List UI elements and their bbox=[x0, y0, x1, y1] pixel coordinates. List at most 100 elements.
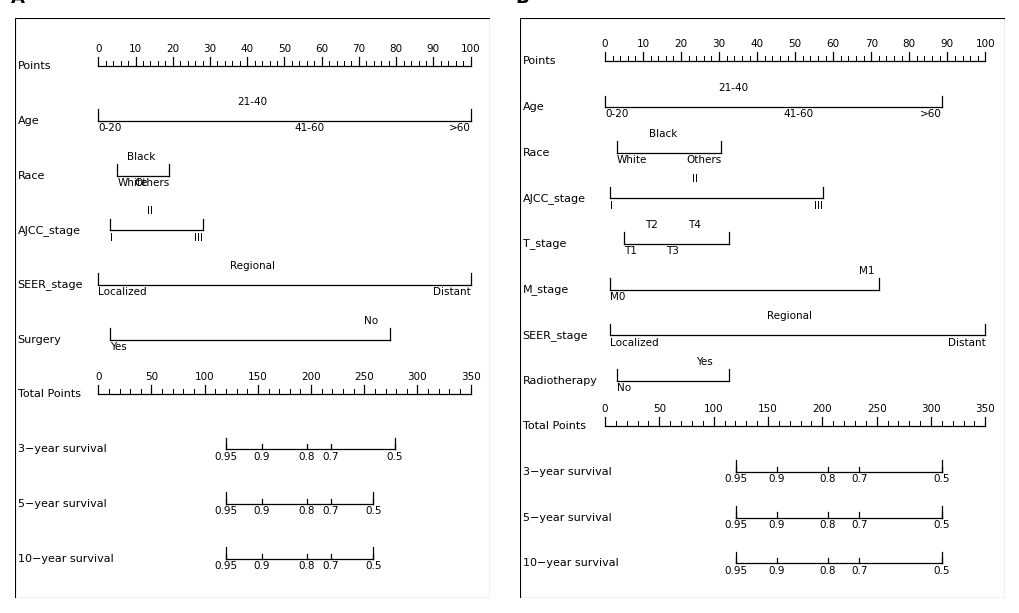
Text: No: No bbox=[616, 383, 631, 393]
Text: Age: Age bbox=[17, 116, 40, 126]
Text: 0.95: 0.95 bbox=[215, 452, 237, 462]
Text: Total Points: Total Points bbox=[17, 389, 81, 400]
Text: Localized: Localized bbox=[609, 338, 658, 348]
Text: AJCC_stage: AJCC_stage bbox=[522, 193, 585, 204]
Text: 250: 250 bbox=[354, 372, 374, 383]
Text: Yes: Yes bbox=[110, 342, 126, 352]
Text: 350: 350 bbox=[461, 372, 480, 383]
Text: 90: 90 bbox=[940, 39, 953, 49]
Text: 0: 0 bbox=[95, 372, 102, 383]
Text: 0.8: 0.8 bbox=[299, 452, 315, 462]
Text: 50: 50 bbox=[788, 39, 801, 49]
Text: 0-20: 0-20 bbox=[604, 109, 628, 120]
Text: 0.5: 0.5 bbox=[365, 561, 381, 571]
Text: 30: 30 bbox=[712, 39, 725, 49]
Text: Distant: Distant bbox=[432, 287, 470, 297]
Text: II: II bbox=[691, 175, 697, 185]
Text: 0.7: 0.7 bbox=[850, 474, 867, 484]
Text: I: I bbox=[609, 200, 612, 211]
Text: Points: Points bbox=[522, 56, 555, 66]
Text: 0.5: 0.5 bbox=[932, 474, 949, 484]
Text: Regional: Regional bbox=[766, 311, 811, 321]
Text: No: No bbox=[364, 316, 378, 326]
Text: 100: 100 bbox=[703, 404, 722, 414]
Text: 0.95: 0.95 bbox=[215, 561, 237, 571]
Text: II: II bbox=[148, 207, 153, 216]
Text: Localized: Localized bbox=[98, 287, 147, 297]
Text: 0.9: 0.9 bbox=[768, 474, 785, 484]
Text: 70: 70 bbox=[864, 39, 877, 49]
Text: 0.7: 0.7 bbox=[850, 520, 867, 530]
Text: 0.7: 0.7 bbox=[322, 561, 338, 571]
Text: 20: 20 bbox=[166, 44, 179, 54]
Text: >60: >60 bbox=[448, 123, 470, 133]
Text: T1: T1 bbox=[624, 246, 637, 256]
Text: 10−year survival: 10−year survival bbox=[17, 554, 113, 564]
Text: Distant: Distant bbox=[947, 338, 984, 348]
Text: 0.9: 0.9 bbox=[254, 506, 270, 516]
Text: M_stage: M_stage bbox=[522, 284, 569, 295]
Text: White: White bbox=[616, 155, 647, 165]
Text: AJCC_stage: AJCC_stage bbox=[17, 225, 81, 236]
Text: 70: 70 bbox=[352, 44, 365, 54]
Text: 40: 40 bbox=[750, 39, 763, 49]
Text: 50: 50 bbox=[145, 372, 158, 383]
Text: Yes: Yes bbox=[695, 357, 712, 367]
Text: 0: 0 bbox=[601, 39, 607, 49]
Text: SEER_stage: SEER_stage bbox=[522, 330, 588, 341]
Text: I: I bbox=[110, 232, 113, 243]
Text: 0.7: 0.7 bbox=[322, 506, 338, 516]
Text: 21-40: 21-40 bbox=[717, 83, 748, 93]
Text: 0.7: 0.7 bbox=[850, 566, 867, 576]
Text: 0.95: 0.95 bbox=[723, 474, 747, 484]
Text: 0: 0 bbox=[95, 44, 102, 54]
Text: Race: Race bbox=[17, 170, 45, 180]
Text: 10−year survival: 10−year survival bbox=[522, 558, 618, 568]
Text: 60: 60 bbox=[315, 44, 328, 54]
Text: SEER_stage: SEER_stage bbox=[17, 280, 84, 291]
Text: Age: Age bbox=[522, 102, 544, 112]
Text: 80: 80 bbox=[389, 44, 403, 54]
Text: 0.95: 0.95 bbox=[723, 520, 747, 530]
Text: >60: >60 bbox=[919, 109, 941, 120]
Text: 200: 200 bbox=[812, 404, 832, 414]
Text: B: B bbox=[515, 0, 529, 7]
Text: 50: 50 bbox=[652, 404, 665, 414]
Text: T_stage: T_stage bbox=[522, 238, 566, 249]
Text: 300: 300 bbox=[408, 372, 427, 383]
Text: Points: Points bbox=[17, 61, 51, 71]
Text: 100: 100 bbox=[461, 44, 480, 54]
Text: 90: 90 bbox=[426, 44, 439, 54]
Text: 0-20: 0-20 bbox=[98, 123, 121, 133]
Text: 0.5: 0.5 bbox=[365, 506, 381, 516]
Text: 41-60: 41-60 bbox=[783, 109, 813, 120]
Text: 60: 60 bbox=[825, 39, 839, 49]
Text: 0.95: 0.95 bbox=[215, 506, 237, 516]
Text: 40: 40 bbox=[240, 44, 254, 54]
Text: 100: 100 bbox=[974, 39, 995, 49]
Text: III: III bbox=[194, 232, 203, 243]
Text: 150: 150 bbox=[757, 404, 777, 414]
Text: 0.8: 0.8 bbox=[819, 566, 836, 576]
Text: 0.95: 0.95 bbox=[723, 566, 747, 576]
Text: Black: Black bbox=[648, 129, 677, 139]
Text: Total Points: Total Points bbox=[522, 421, 585, 432]
Text: 21-40: 21-40 bbox=[237, 97, 267, 107]
Text: White: White bbox=[117, 178, 148, 188]
Text: 10: 10 bbox=[128, 44, 142, 54]
Text: 3−year survival: 3−year survival bbox=[17, 444, 106, 454]
Text: 0.8: 0.8 bbox=[299, 561, 315, 571]
Text: 0.9: 0.9 bbox=[768, 520, 785, 530]
Text: 0.8: 0.8 bbox=[299, 506, 315, 516]
Text: 20: 20 bbox=[674, 39, 687, 49]
Text: M0: M0 bbox=[609, 292, 625, 302]
Text: Radiotherapy: Radiotherapy bbox=[522, 376, 597, 386]
Text: 5−year survival: 5−year survival bbox=[522, 512, 610, 523]
Text: 0: 0 bbox=[601, 404, 607, 414]
Text: 80: 80 bbox=[902, 39, 915, 49]
Text: Regional: Regional bbox=[229, 261, 275, 271]
Text: 0.5: 0.5 bbox=[386, 452, 403, 462]
Text: 0.5: 0.5 bbox=[932, 520, 949, 530]
Text: Others: Others bbox=[686, 155, 720, 165]
Text: 150: 150 bbox=[248, 372, 267, 383]
